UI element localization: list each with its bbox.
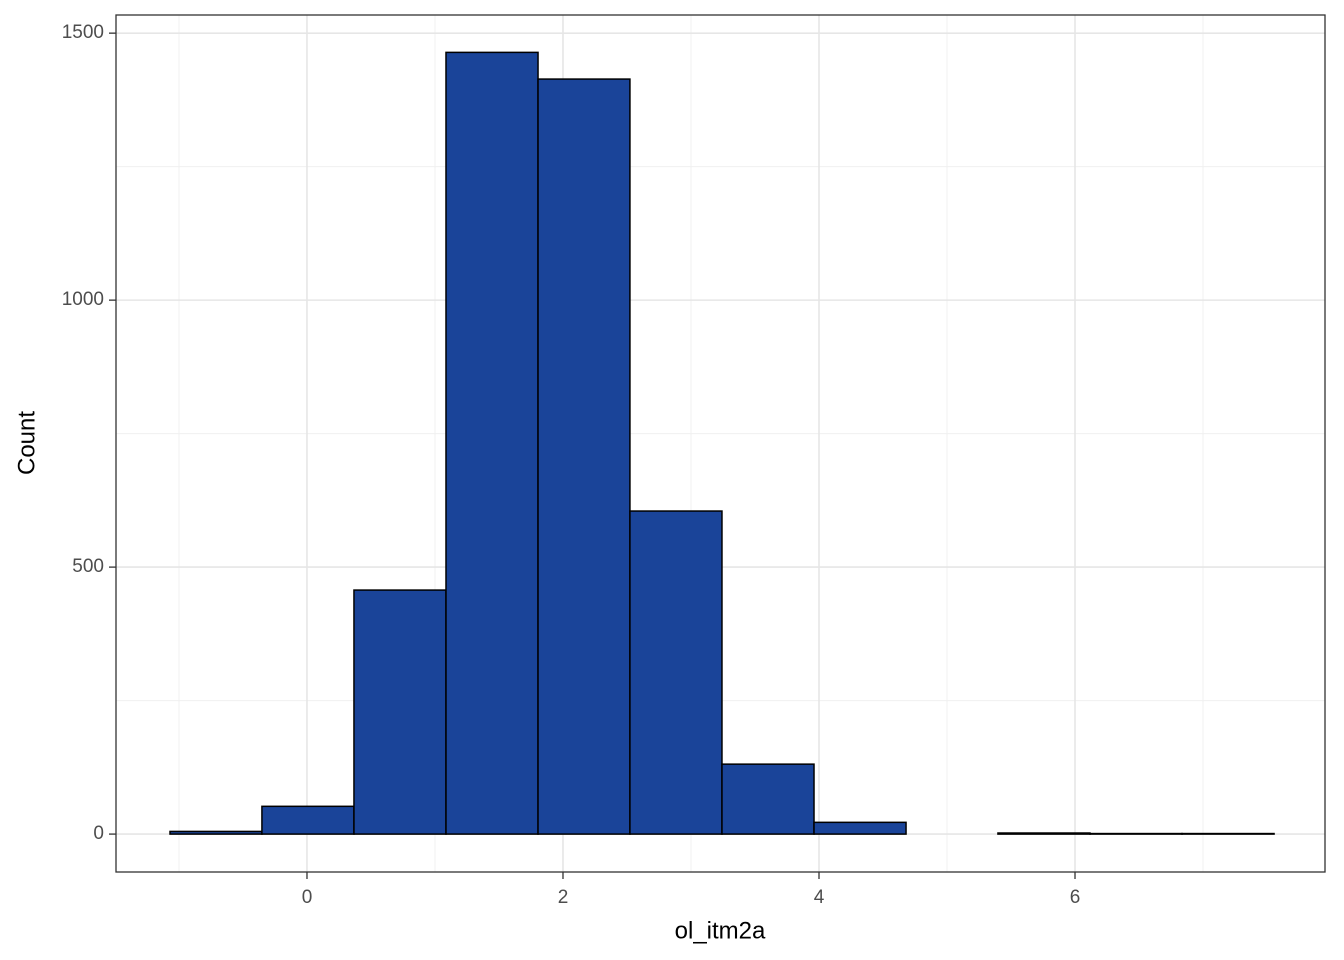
x-axis-title: ol_itm2a — [675, 917, 766, 944]
panel-border — [115, 14, 1326, 873]
bar — [537, 78, 631, 835]
y-tick-label: 1500 — [62, 22, 104, 43]
bar — [353, 589, 447, 835]
x-tick-label: 4 — [814, 887, 825, 908]
bar — [813, 821, 907, 835]
bar — [261, 805, 355, 835]
y-tick-label: 1000 — [62, 289, 104, 310]
bar — [629, 510, 723, 835]
bar — [1181, 832, 1275, 835]
x-tick-label: 0 — [302, 887, 313, 908]
bar — [1089, 832, 1183, 835]
bar — [997, 832, 1091, 835]
y-axis-title: Count — [13, 411, 40, 475]
x-tick-label: 2 — [558, 887, 569, 908]
bar — [721, 763, 815, 835]
bar — [169, 830, 263, 835]
y-tick-label: 0 — [93, 823, 104, 844]
bar — [445, 51, 539, 835]
y-tick-label: 500 — [72, 556, 104, 577]
x-tick-label: 6 — [1070, 887, 1081, 908]
